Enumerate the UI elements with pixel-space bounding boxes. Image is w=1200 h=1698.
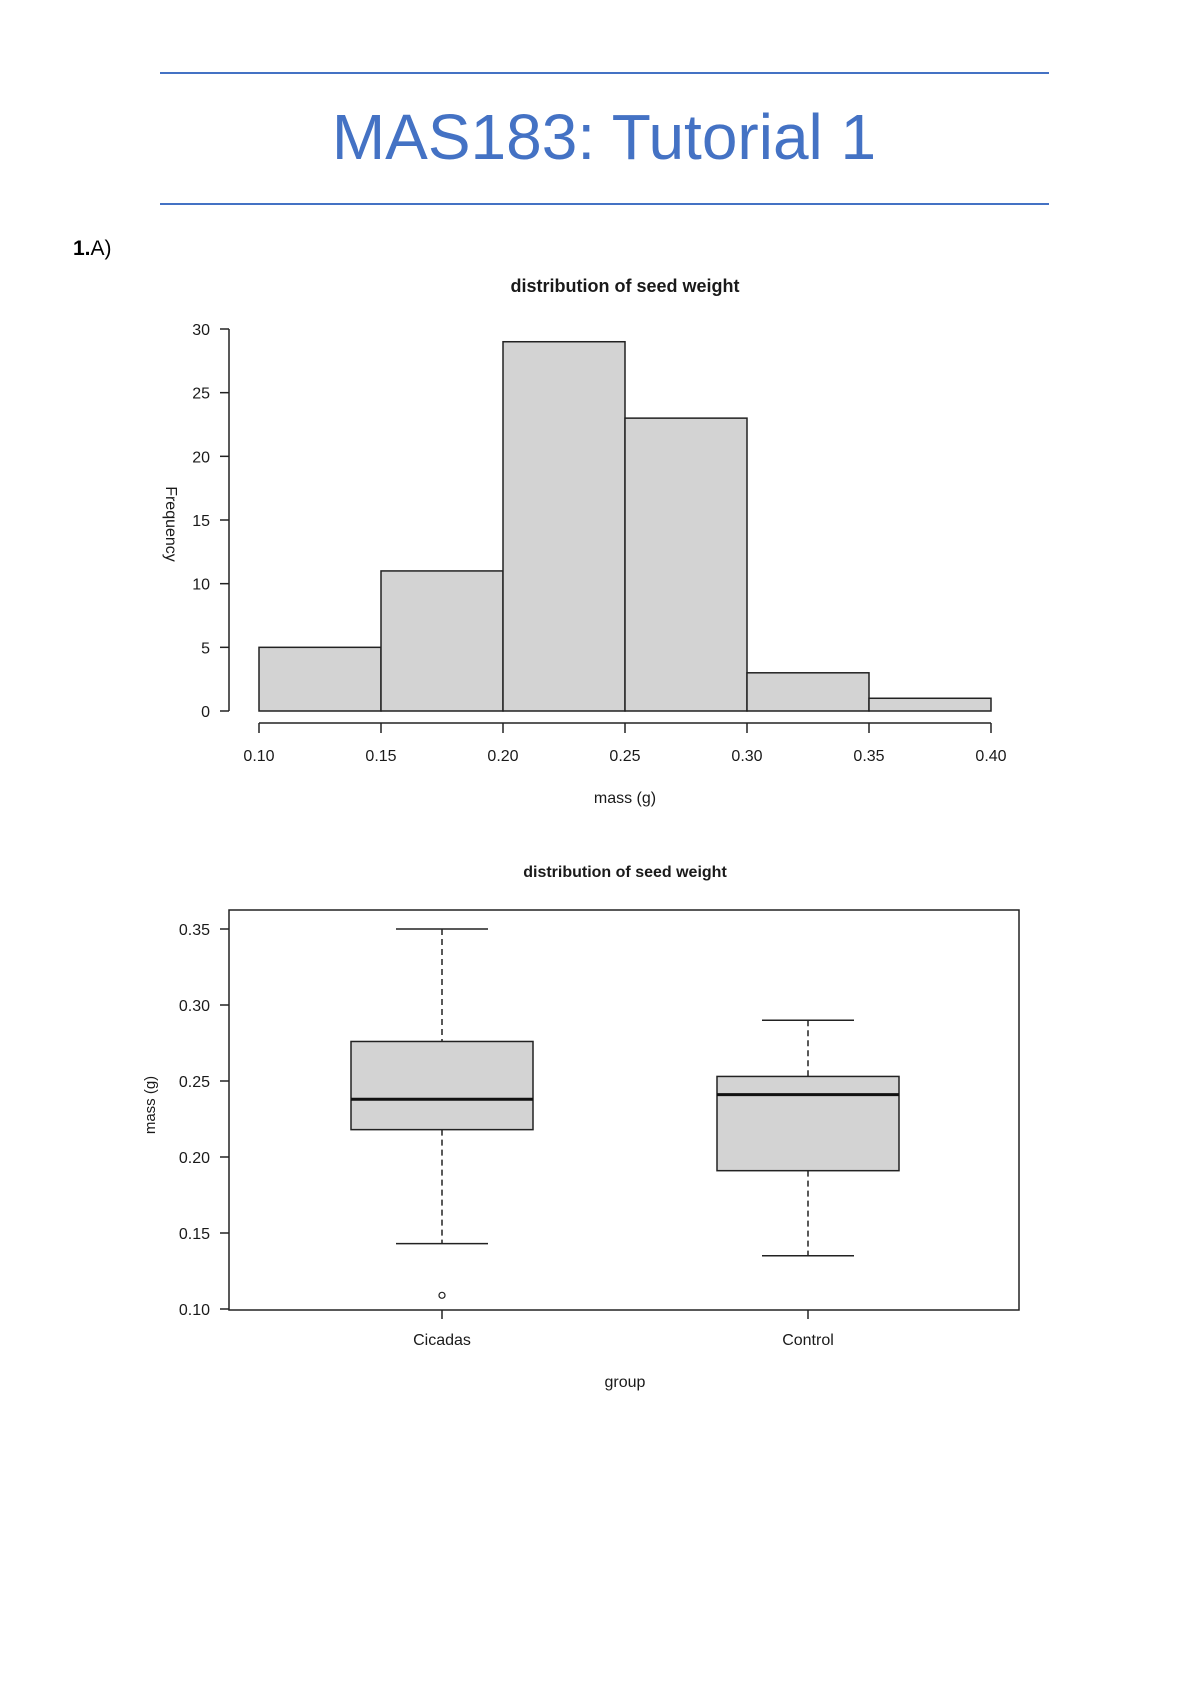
x-tick-label: 0.15 <box>365 748 396 765</box>
question-label: 1.A) <box>73 237 112 261</box>
y-axis-label: mass (g) <box>142 1076 159 1134</box>
iqr-box <box>716 1075 900 1172</box>
histogram-bar <box>380 570 504 712</box>
histogram-chart: distribution of seed weight 0 5 10 15 20 25 30 F… <box>162 276 1007 807</box>
x-tick-label: 0.30 <box>731 748 762 765</box>
y-tick-label: 0.25 <box>179 1074 210 1091</box>
y-tick-label: 25 <box>192 386 210 403</box>
y-tick-label: 10 <box>192 577 210 594</box>
x-tick-label: 0.25 <box>609 748 640 765</box>
y-tick-label: 20 <box>192 449 210 466</box>
histogram-bar <box>502 340 626 712</box>
y-tick-label: 0.20 <box>179 1150 210 1167</box>
x-tick-label: 0.20 <box>487 748 518 765</box>
x-axis-label: mass (g) <box>594 790 656 807</box>
question-number: 1. <box>73 237 91 260</box>
box-control <box>716 1019 900 1257</box>
histogram-bar <box>746 672 870 712</box>
histogram-title: distribution of seed weight <box>511 276 740 296</box>
x-tick-label: 0.35 <box>853 748 884 765</box>
top-rule <box>160 72 1049 74</box>
histogram-bar <box>624 417 748 712</box>
y-tick-label: 0.10 <box>179 1302 210 1319</box>
y-tick-label: 15 <box>192 513 210 530</box>
x-tick-label: 0.10 <box>243 748 274 765</box>
question-part: A) <box>90 237 112 260</box>
y-tick-label: 0.35 <box>179 922 210 939</box>
histogram-bar <box>258 646 382 712</box>
x-tick-label: 0.40 <box>975 748 1006 765</box>
boxplot-title: distribution of seed weight <box>523 864 727 881</box>
y-tick-label: 30 <box>192 322 210 339</box>
plot-frame <box>228 909 1020 1311</box>
document-title: MAS183: Tutorial 1 <box>331 101 877 173</box>
x-axis-label: group <box>605 1374 646 1391</box>
y-tick-label: 0 <box>201 704 210 721</box>
y-axis-label: Frequency <box>162 486 179 562</box>
y-tick-label: 5 <box>201 640 210 657</box>
x-tick-label: Control <box>782 1332 834 1349</box>
histogram-bar <box>868 697 992 712</box>
outlier-point <box>438 1291 446 1299</box>
bottom-rule <box>160 203 1049 205</box>
y-tick-label: 0.30 <box>179 998 210 1015</box>
box-cicadas <box>350 928 534 1299</box>
x-tick-label: Cicadas <box>413 1332 471 1349</box>
y-tick-label: 0.15 <box>179 1226 210 1243</box>
iqr-box <box>350 1040 534 1131</box>
